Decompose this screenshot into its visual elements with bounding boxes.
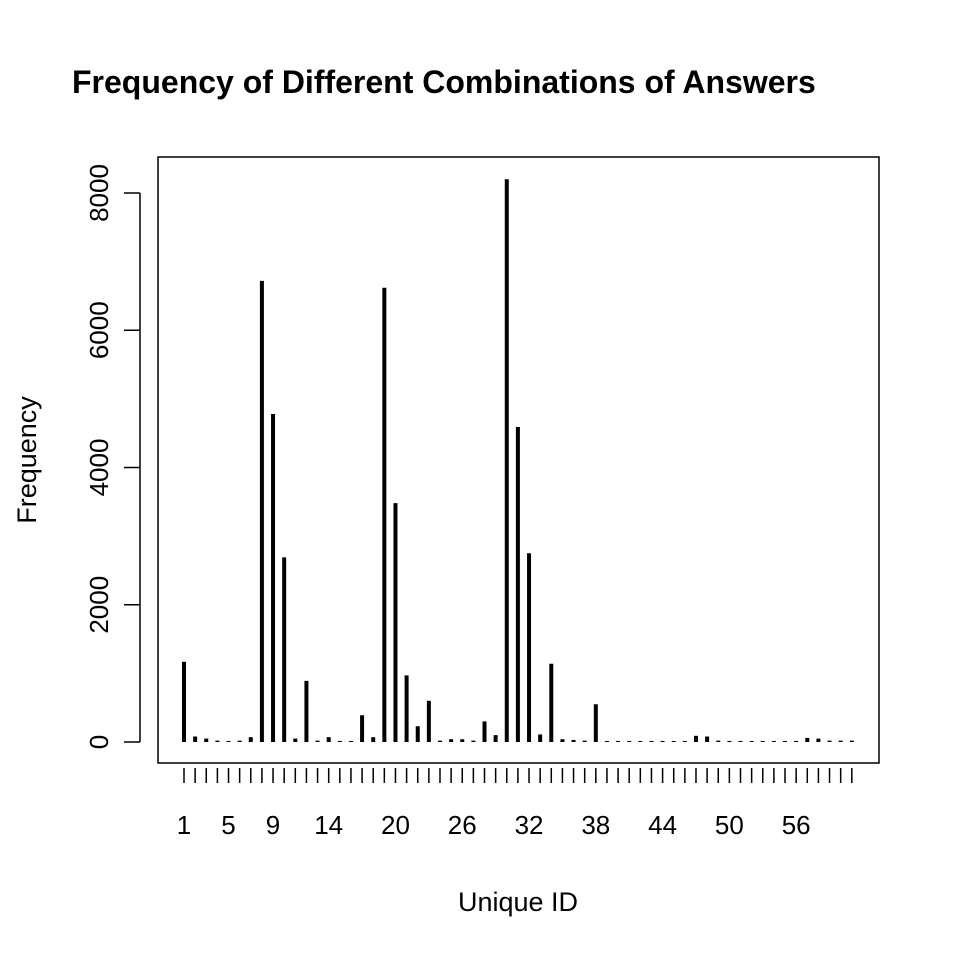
x-tick-label-44: 44 <box>648 810 677 840</box>
y-axis: 0 2000 4000 6000 8000 <box>84 164 141 749</box>
x-tick-label-50: 50 <box>715 810 744 840</box>
y-axis-label: Frequency <box>12 396 42 524</box>
x-axis: 1 5 9 14 20 26 32 38 44 50 56 <box>177 768 853 840</box>
x-tick-label-26: 26 <box>448 810 477 840</box>
y-tick-label-2000: 2000 <box>84 576 114 634</box>
x-tick-label-1: 1 <box>177 810 191 840</box>
x-tick-label-20: 20 <box>381 810 410 840</box>
y-tick-label-6000: 6000 <box>84 301 114 359</box>
x-tick-label-14: 14 <box>314 810 343 840</box>
plot-frame <box>157 156 880 764</box>
x-tick-label-38: 38 <box>581 810 610 840</box>
y-tick-label-4000: 4000 <box>84 439 114 497</box>
y-tick-label-0: 0 <box>84 735 114 749</box>
x-tick-label-5: 5 <box>221 810 235 840</box>
x-tick-label-32: 32 <box>515 810 544 840</box>
y-tick-label-8000: 8000 <box>84 164 114 222</box>
bars-group <box>182 179 854 742</box>
x-tick-label-56: 56 <box>782 810 811 840</box>
x-tick-label-9: 9 <box>266 810 280 840</box>
x-axis-label: Unique ID <box>458 887 578 917</box>
chart-title: Frequency of Different Combinations of A… <box>72 64 816 100</box>
